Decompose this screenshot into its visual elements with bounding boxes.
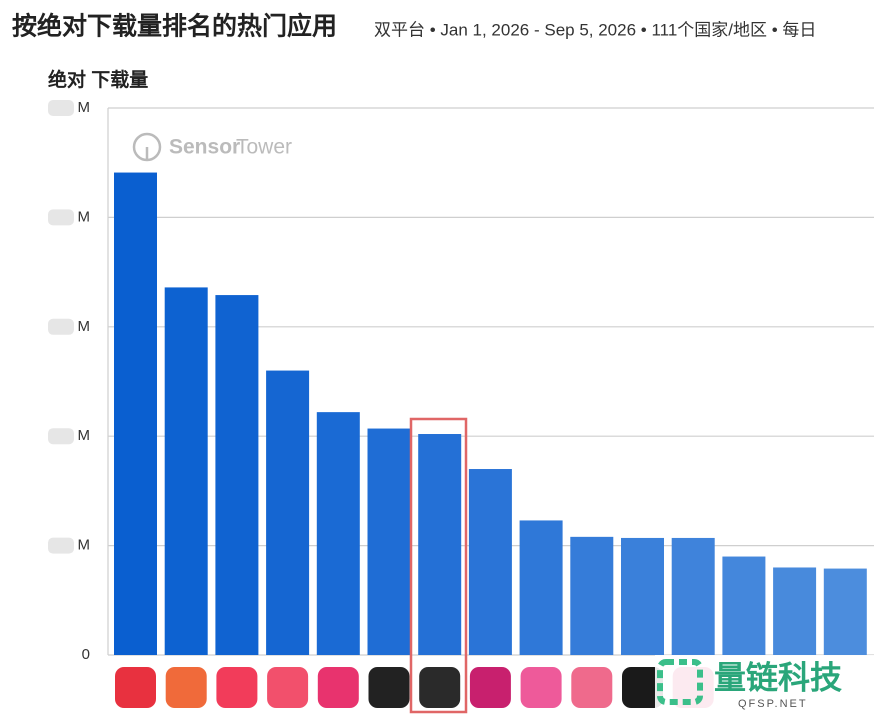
bar <box>823 568 867 655</box>
corner-watermark: 量链科技 QFSP.NET <box>655 655 874 714</box>
bar <box>418 434 462 655</box>
bar <box>773 567 817 655</box>
app-icon <box>571 667 613 708</box>
highlight-box <box>409 417 468 714</box>
app-icon <box>622 667 663 708</box>
app-icon <box>469 667 511 708</box>
blurred-value <box>48 100 74 116</box>
app-icon <box>317 667 359 708</box>
bar <box>468 469 512 655</box>
bar <box>215 295 259 655</box>
bar <box>367 428 411 655</box>
watermark: Sensor Tower <box>132 132 292 162</box>
bar <box>266 370 310 655</box>
bar <box>316 412 360 655</box>
blurred-value <box>48 428 74 445</box>
blurred-value <box>48 209 74 226</box>
y-tick-label: M <box>78 537 91 554</box>
app-icon <box>520 667 562 708</box>
bar <box>570 536 614 655</box>
bar <box>164 287 208 655</box>
watermark-text: QFSP.NET <box>738 698 808 710</box>
bar <box>722 556 766 655</box>
chart-title: 按绝对下载量排名的热门应用 <box>12 12 337 41</box>
app-icon <box>115 667 156 708</box>
watermark-logo <box>657 659 703 705</box>
blurred-value <box>48 318 74 335</box>
bar <box>519 520 563 655</box>
blurred-value <box>48 537 74 554</box>
bar <box>114 172 157 655</box>
watermark-text: 量链科技 <box>714 659 842 695</box>
watermark-text: Tower <box>236 136 292 159</box>
y-tick-label: 0 <box>82 646 90 663</box>
y-tick-label: M <box>78 427 91 444</box>
watermark-text: Sensor <box>169 136 240 159</box>
y-tick-label: M <box>78 318 91 335</box>
app-icon <box>267 667 309 708</box>
app-icon <box>419 667 461 708</box>
app-icon <box>368 667 410 708</box>
plot: 0 M M M M M <box>48 99 874 708</box>
bar <box>671 537 715 655</box>
app-icon <box>216 667 258 708</box>
watermark-bg <box>655 655 874 714</box>
y-tick-label: M <box>78 99 91 116</box>
y-tick-label: M <box>78 208 91 225</box>
bar <box>621 537 664 655</box>
y-axis-title: 绝对 下载量 <box>48 68 148 91</box>
app-icon <box>165 667 207 708</box>
chart-subtitle: 双平台 • Jan 1, 2026 - Sep 5, 2026 • 111个国家… <box>374 20 816 39</box>
